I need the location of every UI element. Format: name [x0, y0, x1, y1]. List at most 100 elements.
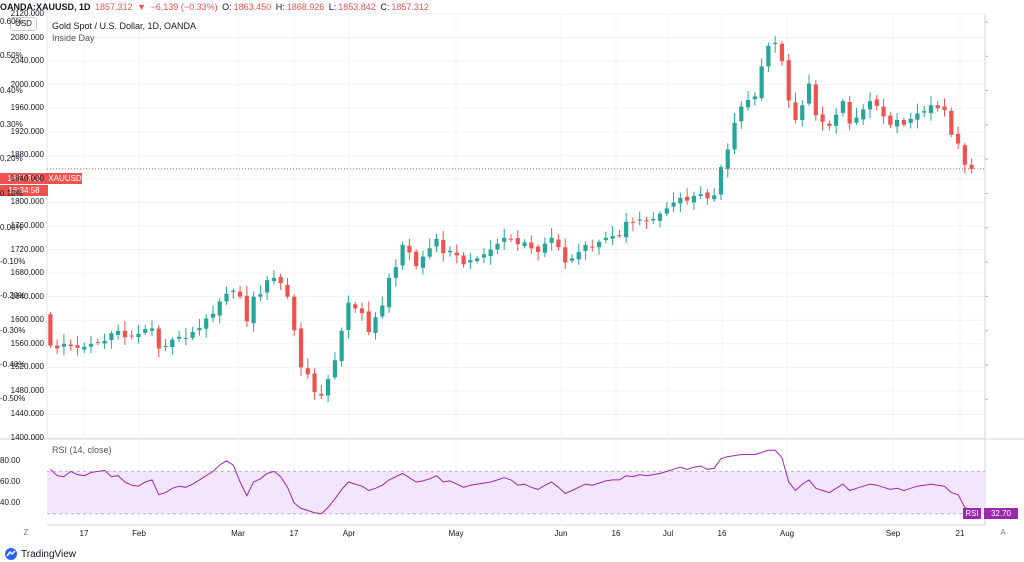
- candle-down: [508, 238, 514, 240]
- candle-down: [969, 164, 974, 169]
- time-axis-label: 16: [717, 529, 727, 538]
- time-axis-label: 21: [955, 529, 965, 538]
- candle-up: [380, 305, 385, 317]
- open-label: O:: [222, 2, 232, 12]
- chart-title[interactable]: Gold Spot / U.S. Dollar, 1D, OANDA: [52, 21, 197, 31]
- price-axis-label: 1560.000: [10, 338, 44, 348]
- candle-up: [861, 109, 866, 120]
- percent-axis-label: 0.30%: [0, 119, 23, 129]
- candle-down: [617, 235, 622, 237]
- candle-up: [116, 330, 121, 335]
- candle-up: [204, 318, 209, 329]
- candle-up: [102, 340, 107, 344]
- candle-down: [827, 123, 832, 126]
- candle-down: [888, 115, 893, 125]
- candle-up: [326, 379, 331, 396]
- candle-up: [109, 333, 114, 340]
- candle-up: [502, 237, 507, 242]
- candle-up: [542, 243, 547, 253]
- price-axis-label: 2080.000: [10, 32, 44, 42]
- candle-up: [583, 244, 588, 252]
- candle-down: [563, 247, 568, 263]
- candle-down: [874, 99, 879, 106]
- candle-up: [549, 237, 554, 243]
- candle-up: [651, 218, 656, 221]
- rsi-legend[interactable]: RSI (14, close): [52, 445, 112, 455]
- low-label: L:: [328, 2, 337, 12]
- candle-up: [928, 105, 934, 113]
- candle-down: [705, 192, 710, 199]
- candle-down: [312, 373, 317, 393]
- candle-up: [251, 296, 256, 324]
- price-axis-label: 2120.000: [10, 9, 44, 18]
- symbol-name[interactable]: OANDA:XAUUSD, 1D: [0, 2, 91, 12]
- candle-up: [143, 329, 148, 333]
- price-axis-label: 1720.000: [10, 244, 44, 254]
- candle-down: [366, 311, 371, 332]
- time-axis-label: 17: [79, 529, 89, 538]
- candle-down: [95, 342, 100, 344]
- candle-up: [745, 99, 751, 108]
- candle-down: [353, 304, 358, 309]
- candle-down: [278, 276, 283, 284]
- candle-down: [881, 106, 886, 117]
- candle-down: [949, 110, 954, 135]
- high-label: H:: [275, 2, 285, 12]
- candle-up: [136, 333, 141, 338]
- candle-up: [170, 339, 175, 348]
- price-axis-label: 1680.000: [10, 268, 44, 278]
- percent-axis-label: -0.10%: [0, 257, 26, 267]
- time-axis-label: 16: [611, 529, 621, 538]
- candle-up: [332, 360, 337, 378]
- low-value: 1853.842: [338, 2, 376, 12]
- candle-up: [224, 293, 229, 302]
- time-axis-label: Jul: [662, 529, 674, 538]
- candle-up: [603, 237, 608, 241]
- zoom-button[interactable]: Z: [23, 528, 29, 537]
- candle-up: [217, 301, 222, 316]
- candle-up: [149, 328, 155, 331]
- candle-up: [434, 238, 439, 247]
- candle-up: [393, 267, 398, 278]
- candle-up: [176, 336, 182, 339]
- rsi-line: [50, 449, 972, 515]
- candle-down: [319, 393, 324, 396]
- candle-down: [237, 291, 243, 297]
- candle-up: [806, 83, 812, 104]
- candle-up: [488, 249, 493, 257]
- candle-up: [346, 302, 351, 330]
- symbol-price-tag: XAUUSD: [48, 173, 82, 184]
- percent-axis-label: 0.50%: [0, 51, 23, 61]
- bar-countdown-label: 16:34:58: [0, 185, 48, 196]
- rsi-axis-label: 80.00: [0, 455, 21, 465]
- candle-up: [732, 122, 737, 150]
- candle-down: [292, 296, 297, 331]
- close-value: 1857.312: [391, 2, 429, 12]
- currency-button[interactable]: USD: [10, 17, 37, 31]
- auto-scale-button[interactable]: A: [1000, 528, 1006, 537]
- tradingview-logo[interactable]: TradingView: [4, 547, 76, 561]
- candle-down: [535, 246, 541, 252]
- candle-up: [447, 250, 453, 253]
- candle-down: [779, 43, 785, 62]
- candle-down: [786, 60, 791, 101]
- rsi-band: [47, 471, 985, 514]
- candle-up: [400, 244, 405, 266]
- candle-up: [163, 346, 168, 348]
- price-change: −6.139 (−0.33%): [150, 2, 218, 12]
- candle-down: [461, 255, 466, 265]
- candle-down: [847, 102, 852, 124]
- candle-up: [752, 96, 757, 100]
- candle-down: [305, 368, 310, 375]
- close-label: C:: [380, 2, 390, 12]
- candle-up: [915, 113, 920, 120]
- price-axis-label: 1800.000: [10, 197, 44, 207]
- candle-up: [698, 194, 703, 196]
- candle-up: [712, 195, 717, 200]
- time-axis-label: Feb: [132, 529, 146, 538]
- candle-up: [678, 197, 683, 204]
- candle-up: [840, 101, 846, 113]
- candle-up: [867, 101, 873, 110]
- candle-down: [590, 246, 595, 248]
